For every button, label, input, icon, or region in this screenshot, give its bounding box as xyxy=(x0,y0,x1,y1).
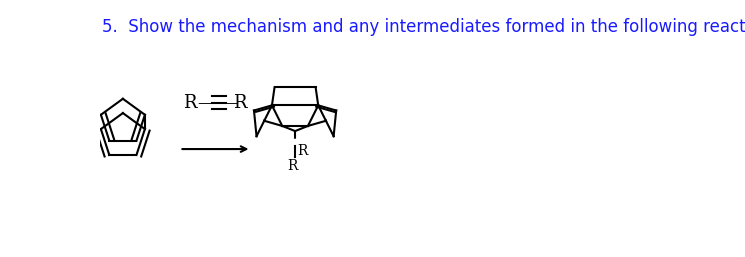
Text: —: — xyxy=(197,94,215,112)
Text: R: R xyxy=(233,94,247,112)
Text: R: R xyxy=(298,144,308,158)
Text: R: R xyxy=(288,159,298,173)
Text: —: — xyxy=(221,94,238,112)
Text: 5.  Show the mechanism and any intermediates formed in the following reaction.: 5. Show the mechanism and any intermedia… xyxy=(102,18,745,36)
Text: R: R xyxy=(183,94,197,112)
